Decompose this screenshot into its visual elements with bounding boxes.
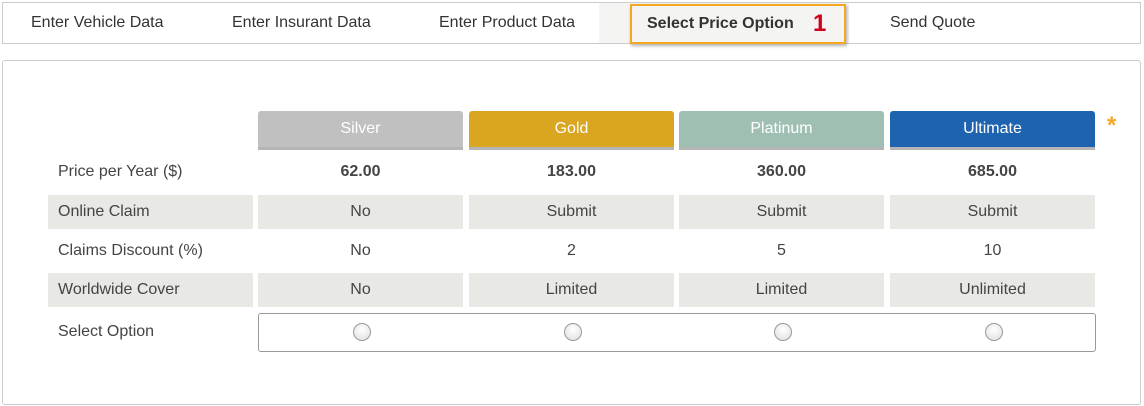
- tab-send-quote[interactable]: Send Quote: [890, 14, 976, 31]
- online-claim-silver: No: [258, 195, 463, 229]
- tab-label: Select Price Option: [647, 15, 794, 32]
- claims-discount-gold: 2: [567, 242, 576, 259]
- plan-header-silver[interactable]: Silver: [258, 111, 463, 150]
- price-gold: 183.00: [547, 163, 596, 180]
- online-claim-gold: Submit: [469, 195, 674, 229]
- claims-discount-platinum: 5: [777, 242, 786, 259]
- online-claim-ultimate: Submit: [890, 195, 1095, 229]
- tab-enter-product-data[interactable]: Enter Product Data: [439, 14, 576, 31]
- worldwide-cover-silver: No: [258, 273, 463, 307]
- row-label-online-claim: Online Claim: [48, 195, 253, 229]
- plan-header-platinum[interactable]: Platinum: [679, 111, 884, 150]
- select-platinum-radio[interactable]: [774, 323, 792, 341]
- tab-enter-vehicle-data[interactable]: Enter Vehicle Data: [31, 14, 164, 31]
- select-option-group: [258, 313, 1096, 352]
- price-ultimate: 685.00: [968, 163, 1017, 180]
- select-ultimate-radio[interactable]: [985, 323, 1003, 341]
- tab-select-price-option[interactable]: Select Price Option 1: [630, 4, 846, 44]
- plan-header-gold[interactable]: Gold: [469, 111, 674, 150]
- select-silver-radio[interactable]: [353, 323, 371, 341]
- price-option-panel: [2, 60, 1141, 405]
- row-label-claims-discount: Claims Discount (%): [58, 242, 203, 259]
- row-label-price: Price per Year ($): [58, 163, 183, 180]
- row-label-select-option: Select Option: [58, 323, 155, 340]
- claims-discount-silver: No: [350, 242, 371, 259]
- worldwide-cover-gold: Limited: [469, 273, 674, 307]
- worldwide-cover-ultimate: Unlimited: [890, 273, 1095, 307]
- tab-counter: 1: [813, 10, 827, 37]
- price-platinum: 360.00: [757, 163, 806, 180]
- worldwide-cover-platinum: Limited: [679, 273, 884, 307]
- online-claim-platinum: Submit: [679, 195, 884, 229]
- wizard-nav: Enter Vehicle Data Enter Insurant Data E…: [2, 2, 1141, 44]
- claims-discount-ultimate: 10: [983, 242, 1002, 259]
- plan-header-ultimate[interactable]: Ultimate: [890, 111, 1095, 150]
- price-silver: 62.00: [340, 163, 381, 180]
- select-gold-radio[interactable]: [564, 323, 582, 341]
- row-label-worldwide-cover: Worldwide Cover: [48, 273, 253, 307]
- tab-enter-insurant-data[interactable]: Enter Insurant Data: [232, 14, 371, 31]
- asterisk-icon: *: [1107, 112, 1117, 139]
